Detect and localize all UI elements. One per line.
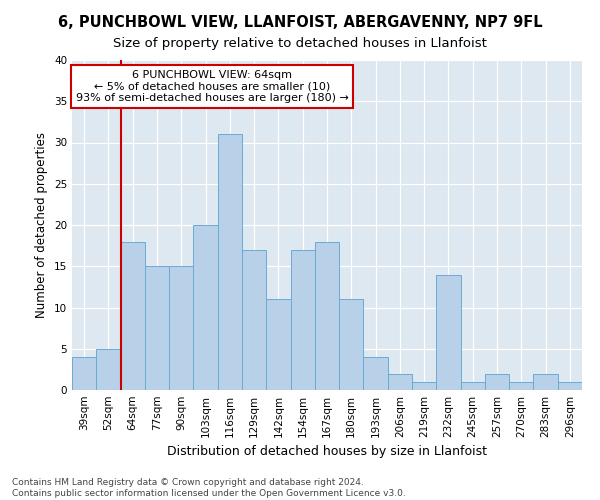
Bar <box>218 134 242 390</box>
Bar <box>412 382 436 390</box>
Bar <box>339 299 364 390</box>
Bar <box>364 357 388 390</box>
Bar <box>266 299 290 390</box>
Bar <box>388 374 412 390</box>
Bar <box>558 382 582 390</box>
Text: 6, PUNCHBOWL VIEW, LLANFOIST, ABERGAVENNY, NP7 9FL: 6, PUNCHBOWL VIEW, LLANFOIST, ABERGAVENN… <box>58 15 542 30</box>
Bar <box>436 274 461 390</box>
Bar <box>485 374 509 390</box>
Y-axis label: Number of detached properties: Number of detached properties <box>35 132 49 318</box>
Bar <box>169 266 193 390</box>
Bar <box>96 349 121 390</box>
Text: Size of property relative to detached houses in Llanfoist: Size of property relative to detached ho… <box>113 38 487 51</box>
Bar <box>290 250 315 390</box>
Bar <box>509 382 533 390</box>
Text: Contains HM Land Registry data © Crown copyright and database right 2024.
Contai: Contains HM Land Registry data © Crown c… <box>12 478 406 498</box>
X-axis label: Distribution of detached houses by size in Llanfoist: Distribution of detached houses by size … <box>167 446 487 458</box>
Text: 6 PUNCHBOWL VIEW: 64sqm
← 5% of detached houses are smaller (10)
93% of semi-det: 6 PUNCHBOWL VIEW: 64sqm ← 5% of detached… <box>76 70 349 103</box>
Bar <box>121 242 145 390</box>
Bar <box>145 266 169 390</box>
Bar <box>461 382 485 390</box>
Bar <box>193 225 218 390</box>
Bar <box>533 374 558 390</box>
Bar <box>72 357 96 390</box>
Bar <box>315 242 339 390</box>
Bar <box>242 250 266 390</box>
